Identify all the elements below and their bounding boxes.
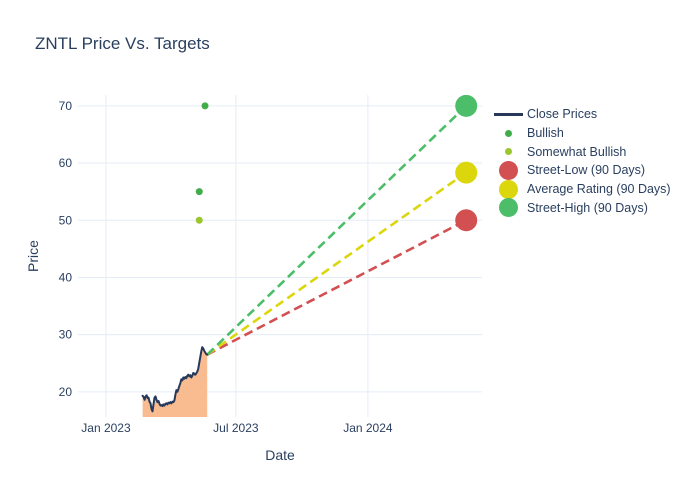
y-tick-label: 70 bbox=[59, 99, 73, 113]
y-tick-label: 60 bbox=[59, 156, 73, 170]
legend-item-label: Close Prices bbox=[527, 107, 598, 122]
street-high-90-days-projection-line[interactable] bbox=[206, 104, 468, 356]
y-tick-label: 40 bbox=[59, 270, 73, 284]
legend: Close Prices Bullish Somewhat Bullish Stree… bbox=[492, 105, 671, 218]
close-price-line[interactable] bbox=[141, 346, 209, 413]
street-low-90-days-marker[interactable] bbox=[455, 209, 478, 232]
legend-item-label: Somewhat Bullish bbox=[527, 144, 627, 159]
street-low-90-days-legend-dot-icon bbox=[492, 160, 524, 180]
gridlines bbox=[78, 95, 482, 417]
y-tick-label: 20 bbox=[59, 385, 73, 399]
bullish-legend-dot-icon bbox=[492, 129, 524, 137]
street-high-90-days-marker[interactable] bbox=[455, 95, 478, 117]
legend-item-label: Street-Low (90 Days) bbox=[527, 163, 646, 178]
legend-item-bullish[interactable]: Bullish bbox=[492, 124, 671, 143]
close-prices-legend-line-icon bbox=[492, 113, 524, 116]
legend-item-label: Street-High (90 Days) bbox=[527, 200, 648, 215]
somewhat-bullish-legend-dot-icon bbox=[492, 148, 524, 156]
legend-item-close-prices[interactable]: Close Prices bbox=[492, 105, 671, 124]
bullish-point[interactable] bbox=[195, 188, 203, 196]
close-price-area bbox=[142, 347, 208, 417]
x-tick-label: Jan 2023 bbox=[81, 421, 131, 435]
somewhat-bullish-point[interactable] bbox=[195, 216, 203, 224]
legend-item-average-rating-90-days[interactable]: Average Rating (90 Days) bbox=[492, 179, 671, 199]
legend-item-street-low-90-days[interactable]: Street-Low (90 Days) bbox=[492, 160, 671, 180]
y-tick-label: 50 bbox=[59, 213, 73, 227]
x-tick-label: Jan 2024 bbox=[343, 421, 393, 435]
street-low-90-days-projection-line[interactable] bbox=[206, 219, 467, 356]
x-axis-title: Date bbox=[265, 447, 295, 463]
chart-title: ZNTL Price Vs. Targets bbox=[35, 34, 210, 53]
y-axis-title: Price bbox=[25, 240, 41, 272]
y-tick-label: 30 bbox=[59, 328, 73, 342]
street-high-90-days-legend-dot-icon bbox=[492, 198, 524, 218]
legend-item-label: Average Rating (90 Days) bbox=[527, 182, 671, 197]
legend-item-somewhat-bullish[interactable]: Somewhat Bullish bbox=[492, 142, 671, 161]
bullish-point[interactable] bbox=[201, 102, 209, 110]
x-tick-label: Jul 2023 bbox=[213, 421, 259, 435]
legend-item-label: Bullish bbox=[527, 126, 564, 141]
average-rating-90-days-projection-line[interactable] bbox=[206, 171, 467, 356]
legend-item-street-high-90-days[interactable]: Street-High (90 Days) bbox=[492, 198, 671, 218]
average-rating-90-days-marker[interactable] bbox=[455, 161, 478, 184]
average-rating-90-days-legend-dot-icon bbox=[492, 179, 524, 199]
